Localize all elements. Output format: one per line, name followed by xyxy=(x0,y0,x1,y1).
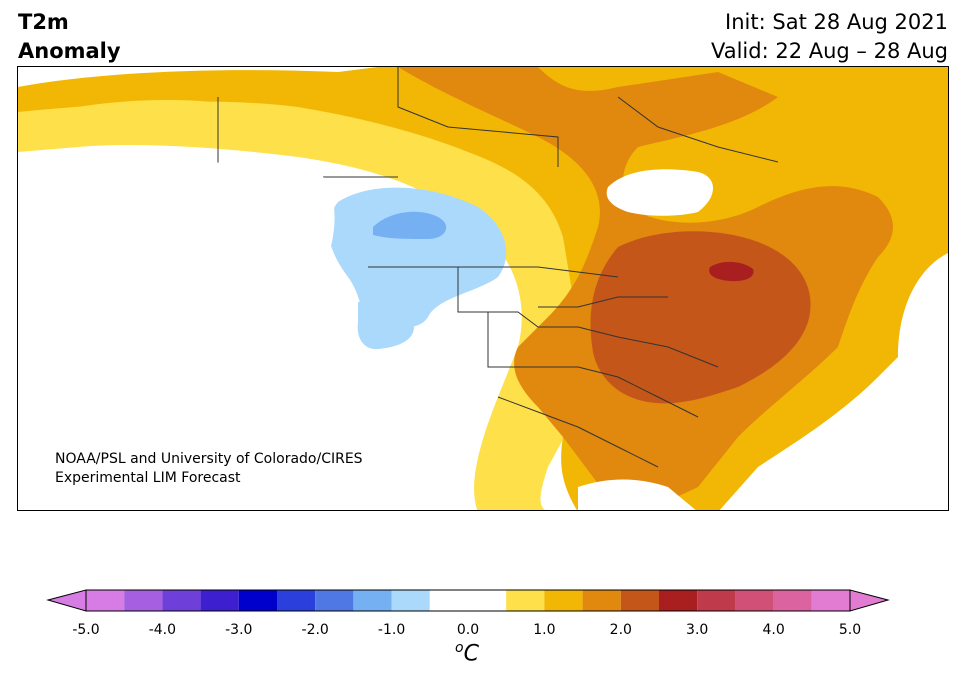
anomaly-region-blue xyxy=(373,211,447,239)
colorbar-segment xyxy=(200,590,239,611)
colorbar-segment xyxy=(659,590,698,611)
colorbar-segment xyxy=(124,590,163,611)
gulf-of-mexico xyxy=(578,479,696,510)
colorbar-tick-label: 3.0 xyxy=(686,622,709,638)
forecast-info: Init: Sat 28 Aug 2021 Valid: 22 Aug – 28… xyxy=(711,8,948,66)
colorbar-segment xyxy=(544,590,583,611)
colorbar-tick-label: -5.0 xyxy=(72,622,100,638)
colorbar-tick-label: 2.0 xyxy=(609,622,632,638)
unit-base: C xyxy=(463,641,479,667)
anomaly-region-canada-north-yellow xyxy=(18,76,607,510)
colorbar-segment xyxy=(620,590,659,611)
colorbar-segment xyxy=(86,590,125,611)
colorbar-segment xyxy=(582,590,621,611)
colorbar-segment xyxy=(429,590,507,611)
colorbar-segment xyxy=(697,590,736,611)
pacific-ocean xyxy=(18,155,476,510)
colorbar-unit: oC xyxy=(455,640,479,666)
map-title: T2m Anomaly xyxy=(18,8,121,66)
colorbar-segments xyxy=(86,590,850,611)
title-line-2: Anomaly xyxy=(18,39,121,63)
credit-line-1: NOAA/PSL and University of Colorado/CIRE… xyxy=(55,451,363,467)
colorbar-tick-label: -4.0 xyxy=(148,622,177,638)
anomaly-region-red-orange xyxy=(590,231,811,404)
colorbar-tick-label: 4.0 xyxy=(762,622,785,638)
colorbar-segment xyxy=(506,590,545,611)
colorbar-segment xyxy=(353,590,392,611)
anomaly-region-canada-west-yellow xyxy=(78,100,278,143)
valid-range: Valid: 22 Aug – 28 Aug xyxy=(710,39,948,63)
colorbar-segment xyxy=(315,590,354,611)
credit-text: NOAA/PSL and University of Colorado/CIRE… xyxy=(55,450,363,488)
anomaly-map xyxy=(17,66,949,511)
colorbar-segment xyxy=(773,590,812,611)
title-line-1: T2m xyxy=(18,10,69,34)
anomaly-region-red xyxy=(709,261,754,282)
colorbar-tick-label: 1.0 xyxy=(533,622,556,638)
init-date: Init: Sat 28 Aug 2021 xyxy=(725,10,948,34)
colorbar-segment xyxy=(238,590,277,611)
anomaly-region-light-blue-coast xyxy=(357,300,414,350)
colorbar-segment xyxy=(277,590,316,611)
colorbar-segment xyxy=(811,590,850,611)
hudson-bay xyxy=(606,169,713,216)
colorbar-tick-label: -3.0 xyxy=(225,622,253,638)
colorbar-segment xyxy=(735,590,774,611)
colorbar-tick-label: 5.0 xyxy=(838,622,862,638)
anomaly-region-light-blue xyxy=(328,187,507,327)
colorbar-frame xyxy=(85,589,851,612)
colorbar-tick-label: -1.0 xyxy=(377,622,406,638)
colorbar-tick-label: 0.0 xyxy=(456,622,480,638)
colorbar-tick-label: -2.0 xyxy=(301,622,329,638)
unit-degree: o xyxy=(455,640,464,656)
credit-line-2: Experimental LIM Forecast xyxy=(55,470,241,486)
colorbar-segment xyxy=(391,590,430,611)
colorbar-under-arrow xyxy=(46,589,87,612)
colorbar-over-arrow xyxy=(849,589,890,612)
map-canvas xyxy=(18,67,948,510)
colorbar-segment xyxy=(162,590,201,611)
